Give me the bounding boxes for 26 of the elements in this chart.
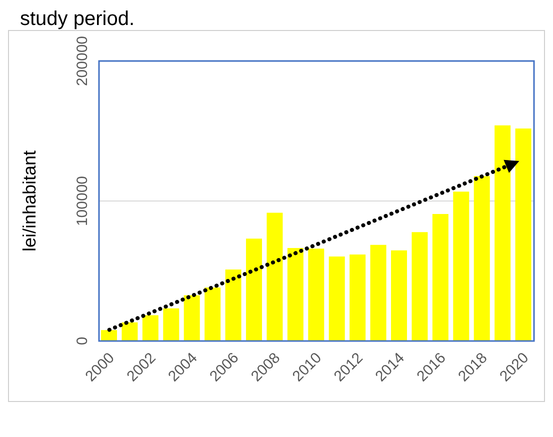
bar (474, 176, 490, 341)
bar (287, 248, 304, 341)
bar (412, 232, 428, 341)
bar (204, 288, 221, 341)
bar (122, 322, 138, 341)
y-tick-label: 200000 (74, 36, 91, 86)
bar (432, 214, 448, 341)
bar (142, 315, 158, 341)
text: study period. (20, 8, 136, 30)
bar (370, 244, 386, 341)
bar (225, 269, 242, 341)
y-axis-title: lei/inhabitant (19, 150, 40, 252)
bar (515, 128, 532, 341)
bar (328, 256, 345, 341)
bar (101, 330, 117, 341)
bar (308, 248, 324, 341)
bar (350, 254, 366, 341)
bar (246, 238, 262, 341)
bar (184, 295, 200, 341)
bar (391, 250, 407, 341)
bar (266, 212, 283, 341)
bar (163, 308, 180, 341)
y-tick-label: 0 (74, 336, 91, 346)
y-tick-label: 100000 (74, 176, 91, 226)
bar (494, 125, 511, 341)
bar (453, 192, 470, 341)
